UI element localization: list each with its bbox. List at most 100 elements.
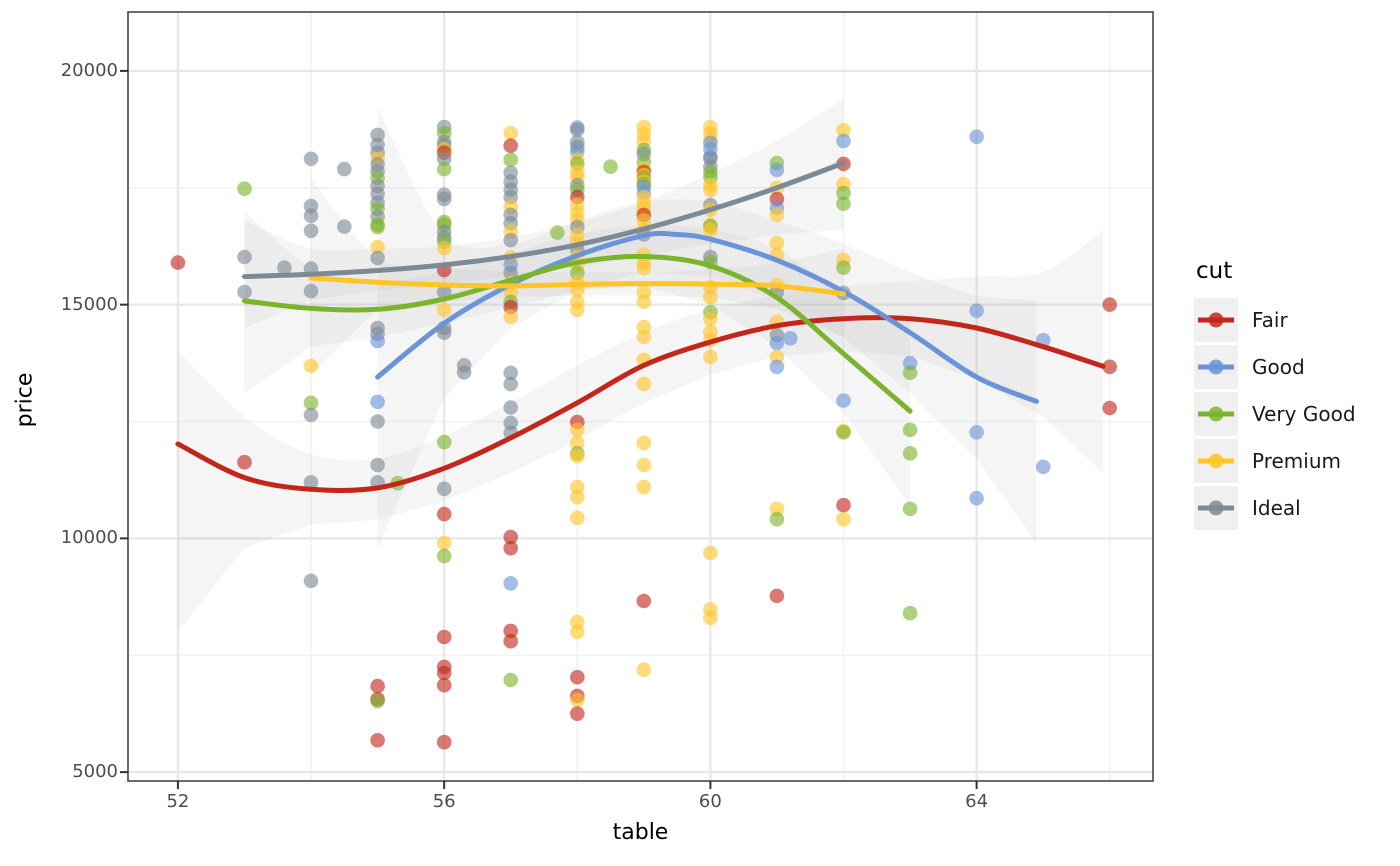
data-point — [436, 434, 452, 450]
data-point — [636, 457, 652, 473]
data-point — [902, 446, 918, 461]
data-point — [636, 479, 652, 495]
data-point — [570, 435, 585, 451]
data-point — [370, 250, 385, 266]
legend-key-swatch — [1194, 298, 1238, 342]
legend-item-very-good: Very Good — [1194, 392, 1356, 436]
data-point — [636, 435, 652, 451]
data-point — [636, 260, 652, 276]
legend-label: Good — [1252, 355, 1305, 379]
data-point — [436, 629, 452, 645]
data-point — [570, 448, 585, 464]
legend-key-swatch — [1194, 439, 1238, 483]
legend-item-fair: Fair — [1194, 298, 1356, 342]
x-tick-label-64: 64 — [965, 791, 989, 812]
legend-label: Premium — [1252, 449, 1341, 473]
data-point — [337, 161, 352, 177]
ribbon-fair — [177, 229, 1104, 632]
data-point — [603, 159, 618, 174]
data-point — [769, 207, 785, 223]
plot-area — [170, 99, 1117, 750]
data-point — [337, 219, 352, 234]
data-point — [436, 535, 452, 551]
smooth-line-fair — [175, 315, 1106, 494]
data-point — [703, 545, 718, 561]
panel-border — [127, 11, 1154, 782]
y-tick-label-20000: 20000 — [60, 59, 118, 81]
data-point — [370, 733, 385, 748]
data-point — [503, 125, 518, 141]
data-point — [436, 677, 452, 693]
data-point — [503, 672, 518, 688]
data-point — [636, 593, 652, 609]
data-point — [503, 623, 518, 639]
data-point — [836, 497, 851, 513]
data-point — [436, 161, 452, 177]
data-point — [769, 501, 785, 517]
data-point — [836, 185, 851, 201]
data-point — [370, 219, 385, 235]
x-tick-label-60: 60 — [698, 791, 722, 812]
data-point — [636, 376, 652, 392]
axis-ticks — [120, 69, 978, 789]
data-point — [436, 481, 452, 497]
data-point — [436, 302, 452, 318]
data-point — [969, 490, 984, 506]
data-point — [370, 394, 385, 410]
data-point — [503, 576, 518, 591]
data-point — [836, 196, 851, 211]
data-point — [303, 283, 319, 299]
data-point — [237, 249, 252, 265]
legend-title: cut — [1196, 258, 1233, 284]
legend-label: Very Good — [1252, 402, 1356, 426]
data-point — [303, 407, 319, 423]
data-point — [503, 232, 518, 248]
y-tick-label-15000: 15000 — [60, 293, 118, 315]
data-point — [570, 624, 585, 640]
data-point — [969, 129, 984, 145]
data-point — [303, 395, 319, 411]
y-tick-label-10000: 10000 — [60, 527, 118, 549]
data-point — [769, 335, 785, 351]
smooth-lines — [175, 160, 1106, 494]
data-point — [570, 122, 585, 138]
y-tick-label-5000: 5000 — [72, 761, 118, 783]
data-point — [783, 331, 798, 346]
data-point — [303, 151, 319, 167]
data-point — [303, 208, 319, 224]
data-point — [1102, 400, 1117, 416]
data-point — [570, 422, 585, 438]
y-axis-title: price — [12, 372, 38, 428]
smooth-line-ideal — [241, 160, 846, 280]
data-points — [170, 119, 1117, 750]
data-point — [902, 422, 918, 438]
data-point — [503, 633, 518, 649]
data-point — [703, 349, 718, 365]
data-point — [303, 223, 319, 239]
data-point — [370, 414, 385, 429]
data-point — [170, 255, 186, 270]
data-point — [636, 662, 652, 677]
data-point — [277, 260, 292, 276]
data-point — [370, 239, 385, 255]
x-tick-label-52: 52 — [166, 791, 190, 812]
data-point — [902, 605, 918, 621]
data-point — [370, 333, 385, 349]
data-point — [769, 511, 785, 527]
data-point — [836, 123, 851, 138]
data-point — [969, 303, 984, 319]
data-point — [456, 365, 472, 380]
legend-key-swatch — [1194, 392, 1238, 436]
data-point — [436, 151, 452, 167]
data-point — [550, 225, 565, 240]
data-point — [1102, 297, 1117, 312]
data-point — [436, 734, 452, 750]
data-point — [503, 365, 518, 381]
legend-key-swatch — [1194, 486, 1238, 530]
data-point — [570, 706, 585, 721]
legend-item-ideal: Ideal — [1194, 486, 1356, 530]
data-point — [570, 510, 585, 526]
data-point — [237, 181, 252, 196]
